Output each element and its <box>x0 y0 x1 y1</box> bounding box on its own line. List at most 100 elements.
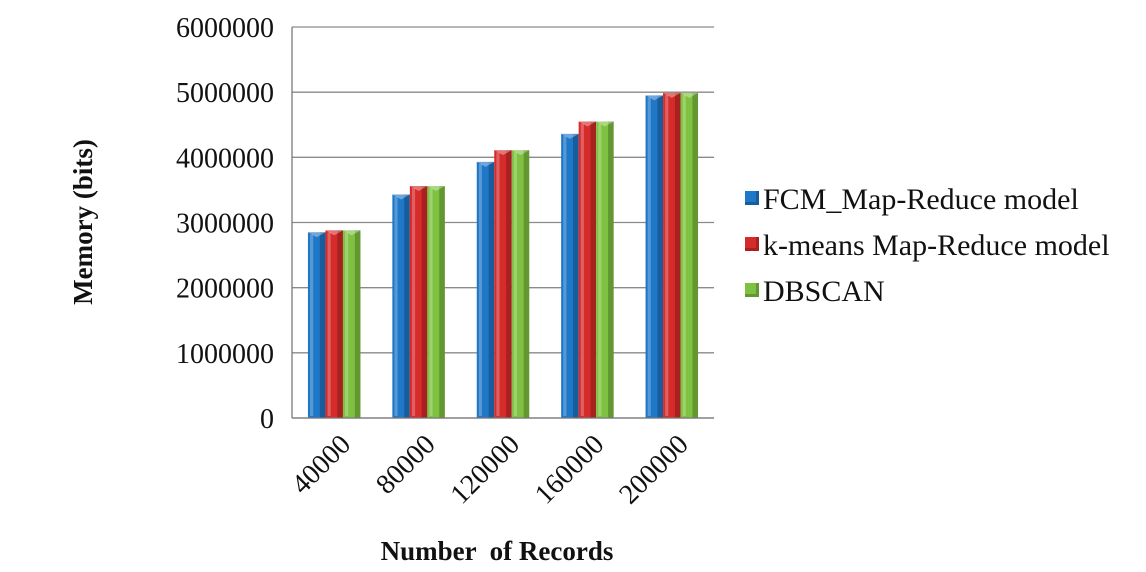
bar-shade <box>506 150 512 419</box>
bar-shade <box>608 121 614 418</box>
bar-highlight <box>310 234 314 416</box>
legend-swatch-dbscan <box>745 283 759 297</box>
y-tick-label: 4000000 <box>176 143 274 174</box>
y-tick-label: 1000000 <box>176 339 274 370</box>
bar: FCM_Map-Reduce model 200000: 4950000 <box>645 95 664 419</box>
bar-highlight <box>665 94 669 417</box>
bar-top-bevel <box>307 232 326 238</box>
bar-face <box>596 121 614 418</box>
legend-label-dbscan: DBSCAN <box>763 275 885 308</box>
bar-shade <box>692 92 699 419</box>
bar-top-bevel <box>680 92 699 98</box>
bar-top-bevel <box>409 186 428 192</box>
bar-highlight <box>513 152 517 417</box>
bar-highlight <box>411 188 416 416</box>
bar-face <box>325 230 343 418</box>
bar: k-means Map-Reduce model 160000: 4550000 <box>578 121 597 418</box>
bar-highlight <box>563 135 567 416</box>
bar: FCM_Map-Reduce model 80000: 3430000 <box>392 194 410 418</box>
legend-label-kmeans: k-means Map-Reduce model <box>763 229 1110 262</box>
x-tick-label: 80000 <box>370 429 441 500</box>
bar: DBSCAN 160000: 4550000 <box>596 121 614 418</box>
bar-top-bevel <box>561 133 579 139</box>
bar-top-bevel <box>511 150 530 156</box>
bar-top-bevel <box>392 194 410 200</box>
bar-highlight <box>496 152 500 417</box>
bar-top-bevel <box>427 186 445 192</box>
bar: DBSCAN 80000: 3560000 <box>427 186 445 418</box>
bar-face <box>494 150 512 419</box>
bar-shade <box>590 121 597 418</box>
bar-face <box>409 186 428 418</box>
axes: 0 1000000 2000000 3000000 4000000 5000000 6000… <box>176 13 714 510</box>
y-tick-label: 3000000 <box>176 209 274 240</box>
bar-shade <box>488 161 495 418</box>
bar-face <box>392 194 410 418</box>
legend-item-dbscan: DBSCAN <box>745 274 1125 310</box>
bar: DBSCAN 120000: 4110000 <box>511 150 530 419</box>
bar-highlight <box>580 123 584 416</box>
bar-top-bevel <box>645 95 664 101</box>
y-tick-label: 5000000 <box>176 78 274 109</box>
legend-swatch-fcm <box>745 191 759 205</box>
bar-top-bevel <box>342 230 361 236</box>
legend-item-kmeans: k-means Map-Reduce model <box>745 228 1125 264</box>
bar-top-bevel <box>325 230 343 236</box>
legend-swatch-kmeans <box>745 237 759 251</box>
bar-shade <box>319 232 326 418</box>
legend: FCM_Map-Reduce model k-means Map-Reduce … <box>745 182 1125 320</box>
bar-highlight <box>682 94 686 417</box>
bar: FCM_Map-Reduce model 40000: 2850000 <box>307 232 326 418</box>
bar-highlight <box>429 188 433 416</box>
bar-face <box>476 161 495 418</box>
bar-face <box>663 92 681 419</box>
bar-face <box>511 150 530 419</box>
bar-shade <box>523 150 530 419</box>
bar: DBSCAN 40000: 2880000 <box>342 230 361 418</box>
x-tick-label: 120000 <box>445 429 526 510</box>
bar-highlight <box>647 97 651 417</box>
bar-face <box>645 95 664 419</box>
y-tick-label: 0 <box>260 404 274 435</box>
bar-top-bevel <box>494 150 512 156</box>
bar-shade <box>674 92 681 419</box>
bar-face <box>578 121 597 418</box>
bar-top-bevel <box>578 121 597 127</box>
bar-shade <box>404 194 410 418</box>
bar: k-means Map-Reduce model 200000: 4990000 <box>663 92 681 419</box>
bar-highlight <box>345 232 349 416</box>
bar: FCM_Map-Reduce model 160000: 4360000 <box>561 133 579 418</box>
x-tick-label: 200000 <box>613 429 694 510</box>
bar-face <box>307 232 326 418</box>
bar: FCM_Map-Reduce model 120000: 3930000 <box>476 161 495 418</box>
x-tick-label: 160000 <box>529 429 610 510</box>
bar-shade <box>337 230 343 418</box>
legend-item-fcm: FCM_Map-Reduce model <box>745 182 1125 218</box>
bar: k-means Map-Reduce model 40000: 2880000 <box>325 230 343 418</box>
bar: k-means Map-Reduce model 80000: 3560000 <box>409 186 428 418</box>
bar-top-bevel <box>596 121 614 127</box>
bar-highlight <box>327 232 331 416</box>
bar-shade <box>439 186 445 418</box>
bar-face <box>561 133 579 418</box>
bar-face <box>427 186 445 418</box>
bar-face <box>680 92 699 419</box>
bar-highlight <box>478 163 482 416</box>
legend-label-fcm: FCM_Map-Reduce model <box>763 183 1079 216</box>
bar-top-bevel <box>476 161 495 167</box>
bar-top-bevel <box>663 92 681 98</box>
bar-shade <box>573 133 579 418</box>
bar: k-means Map-Reduce model 120000: 4110000 <box>494 150 512 419</box>
bar-highlight <box>598 123 602 416</box>
y-tick-label: 6000000 <box>176 13 274 44</box>
bar-highlight <box>394 196 398 416</box>
bar-shade <box>354 230 361 418</box>
y-tick-label: 2000000 <box>176 274 274 305</box>
x-tick-label: 40000 <box>286 429 357 500</box>
bar-face <box>342 230 361 418</box>
y-axis-title: Memory (bits) <box>68 139 98 305</box>
bar-shade <box>421 186 428 418</box>
bar: DBSCAN 200000: 4990000 <box>680 92 699 419</box>
